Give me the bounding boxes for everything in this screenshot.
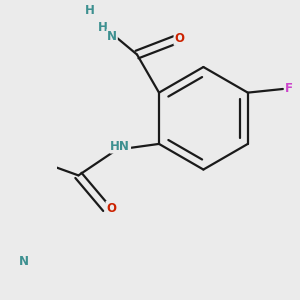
Text: N: N — [107, 30, 117, 43]
Text: N: N — [20, 255, 29, 268]
Text: O: O — [175, 32, 184, 45]
Text: H: H — [98, 21, 107, 34]
Text: H: H — [85, 4, 95, 17]
Text: HN: HN — [110, 140, 130, 153]
Text: O: O — [106, 202, 116, 215]
Text: F: F — [285, 82, 293, 95]
